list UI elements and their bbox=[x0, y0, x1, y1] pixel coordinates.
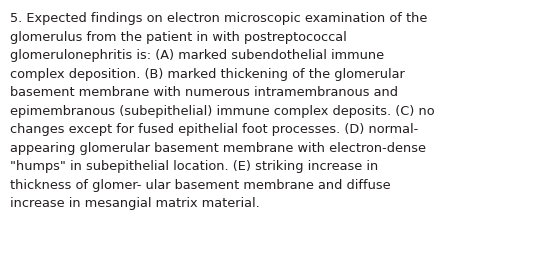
Text: 5. Expected findings on electron microscopic examination of the
glomerulus from : 5. Expected findings on electron microsc… bbox=[10, 12, 435, 210]
